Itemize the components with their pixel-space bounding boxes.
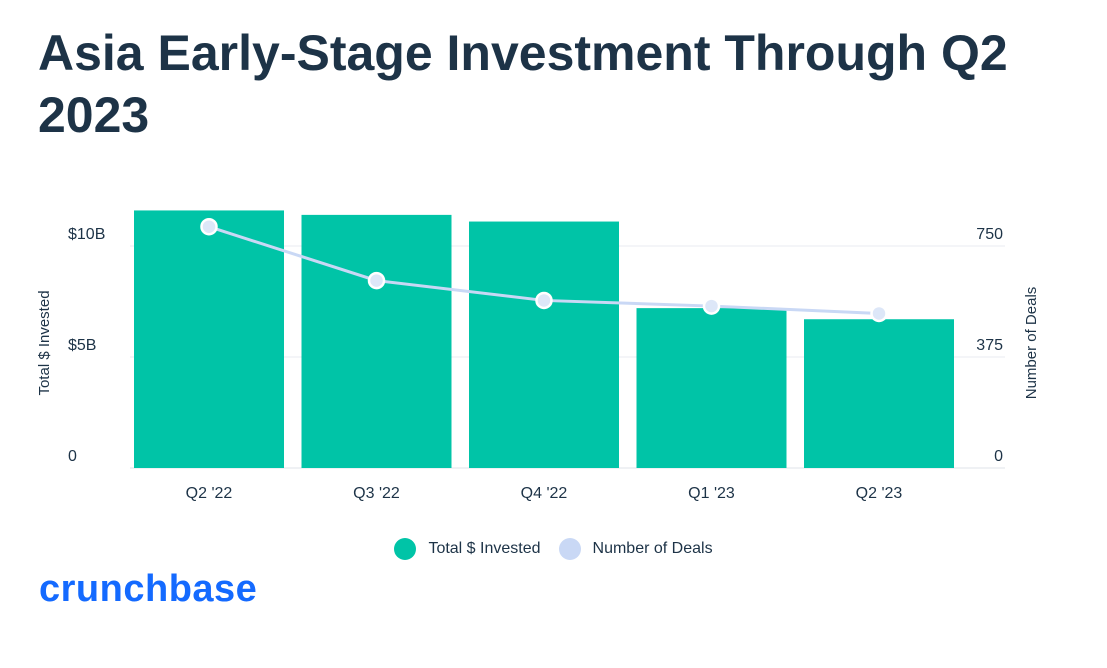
legend-swatch-number-of-deals <box>558 538 581 560</box>
legend: Total $ Invested Number of Deals <box>0 538 1107 560</box>
left-tick-label: $5B <box>68 337 96 354</box>
crunchbase-logo: crunchbase <box>39 568 258 610</box>
bar <box>134 210 284 468</box>
chart-title: Asia Early-Stage Investment Through Q2 2… <box>38 25 1008 143</box>
left-tick-label: $10B <box>68 226 105 243</box>
right-axis-label: Number of Deals <box>1023 287 1040 400</box>
deals-line <box>200 217 888 323</box>
left-axis-ticks: 0 $5B $10B <box>68 226 105 465</box>
x-tick-label: Q2 '22 <box>186 485 233 502</box>
x-tick-label: Q1 '23 <box>688 485 735 502</box>
deals-point <box>367 271 386 290</box>
bar <box>301 214 452 468</box>
x-tick-label: Q3 '22 <box>353 485 400 502</box>
bars <box>134 210 954 468</box>
deals-point <box>535 291 553 310</box>
x-tick-label: Q4 '22 <box>521 485 568 502</box>
chart: 0 $5B $10B 0 375 750 Q2 '22 Q3 '22 Q4 '22 Q1 '2… <box>36 210 1040 502</box>
bar <box>804 319 954 468</box>
legend-item-number-of-deals[interactable]: Number of Deals <box>558 538 713 560</box>
legend-item-total-invested[interactable]: Total $ Invested <box>394 538 541 560</box>
legend-label-total-invested: Total $ Invested <box>428 540 541 557</box>
deals-point <box>702 297 721 315</box>
right-axis-ticks: 0 375 750 <box>976 226 1003 465</box>
x-tick-label: Q2 '23 <box>856 485 903 502</box>
left-axis-label: Total $ Invested <box>36 290 53 395</box>
legend-label-number-of-deals: Number of Deals <box>592 540 713 557</box>
bar <box>469 221 619 468</box>
deals-point <box>200 217 218 236</box>
left-tick-label: 0 <box>68 448 77 465</box>
right-tick-label: 750 <box>976 226 1003 243</box>
legend-swatch-total-invested <box>394 538 417 560</box>
x-axis-ticks: Q2 '22 Q3 '22 Q4 '22 Q1 '23 Q2 '23 <box>186 485 903 502</box>
deals-point <box>870 304 888 323</box>
bar <box>636 308 787 468</box>
right-tick-label: 375 <box>976 337 1003 354</box>
right-tick-label: 0 <box>994 448 1003 465</box>
